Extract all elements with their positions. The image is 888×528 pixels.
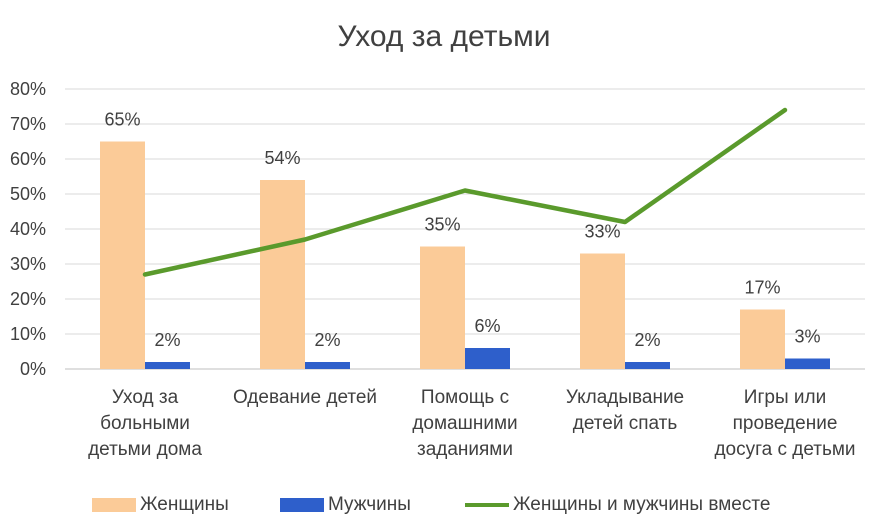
x-category-label: Укладывание детей спать — [545, 385, 705, 437]
x-category-label-line: Игры или — [743, 387, 827, 408]
data-label: 33% — [584, 222, 620, 242]
bar-women — [580, 253, 625, 369]
x-category-label-line: детьми дома — [88, 439, 202, 460]
bar-women — [100, 141, 145, 369]
bar-women — [260, 180, 305, 369]
data-label: 2% — [154, 330, 180, 350]
x-category-label-line: Уход за — [111, 387, 179, 408]
bar-men — [785, 358, 830, 369]
data-label: 65% — [104, 110, 140, 130]
bars — [100, 141, 830, 369]
x-category-label-line: Одевание детей — [232, 387, 378, 408]
legend-item: Женщины и мужчины вместе — [465, 490, 770, 520]
legend-swatch — [280, 498, 324, 512]
x-category-label-line: детей спать — [572, 413, 678, 434]
x-category-label-line: домашними — [412, 413, 518, 434]
x-category-label: Одевание детей — [225, 385, 385, 411]
y-tick-label: 80% — [10, 79, 46, 99]
chart-title: Уход за детьми — [337, 20, 551, 53]
x-category-label: Игры или проведение досуга с детьми — [705, 385, 865, 463]
legend-item: Мужчины — [280, 490, 411, 520]
bar-women — [740, 309, 785, 369]
data-label: 6% — [474, 316, 500, 336]
legend-swatch — [92, 498, 136, 512]
legend-label: Женщины и мужчины вместе — [513, 494, 771, 515]
line-series — [142, 107, 788, 277]
x-category-label-line: досуга с детьми — [714, 439, 856, 460]
data-label: 2% — [634, 330, 660, 350]
x-category-label-line: заданиями — [416, 439, 513, 460]
data-label: 35% — [424, 215, 460, 235]
legend: Женщины Мужчины Женщины и мужчины вместе — [0, 490, 888, 520]
y-tick-label: 30% — [10, 254, 46, 274]
legend-label: Женщины — [140, 494, 229, 515]
data-label: 17% — [744, 278, 780, 298]
legend-label: Мужчины — [328, 494, 411, 515]
bar-men — [305, 362, 350, 369]
legend-swatch — [465, 503, 509, 507]
y-tick-label: 60% — [10, 149, 46, 169]
x-category-label-line: Укладывание — [565, 387, 685, 408]
x-category-label-line: проведение — [732, 413, 838, 434]
y-tick-label: 10% — [10, 324, 46, 344]
y-axis-tick-labels: 0% 10% 20% 30% 40% 50% 60% 70% 80% — [10, 79, 46, 379]
bar-men — [465, 348, 510, 369]
bar-men — [145, 362, 190, 369]
y-tick-label: 40% — [10, 219, 46, 239]
line-women-and-men-together — [142, 107, 788, 277]
y-tick-label: 0% — [20, 359, 46, 379]
y-tick-label: 50% — [10, 184, 46, 204]
data-label: 2% — [314, 330, 340, 350]
y-tick-label: 20% — [10, 289, 46, 309]
legend-item: Женщины — [92, 490, 229, 520]
bar-men — [625, 362, 670, 369]
data-labels: 65% 54% 35% 33% 17% 2% 2% 6% 2% 3% — [104, 110, 820, 351]
x-category-label: Помощь с домашними заданиями — [385, 385, 545, 463]
x-category-label-line: больными — [100, 413, 190, 434]
bar-women — [420, 246, 465, 369]
data-label: 3% — [794, 327, 820, 347]
y-tick-label: 70% — [10, 114, 46, 134]
x-category-label: Уход за больными детьми дома — [65, 385, 225, 463]
x-category-label-line: Помощь с — [420, 387, 510, 408]
data-label: 54% — [264, 148, 300, 168]
